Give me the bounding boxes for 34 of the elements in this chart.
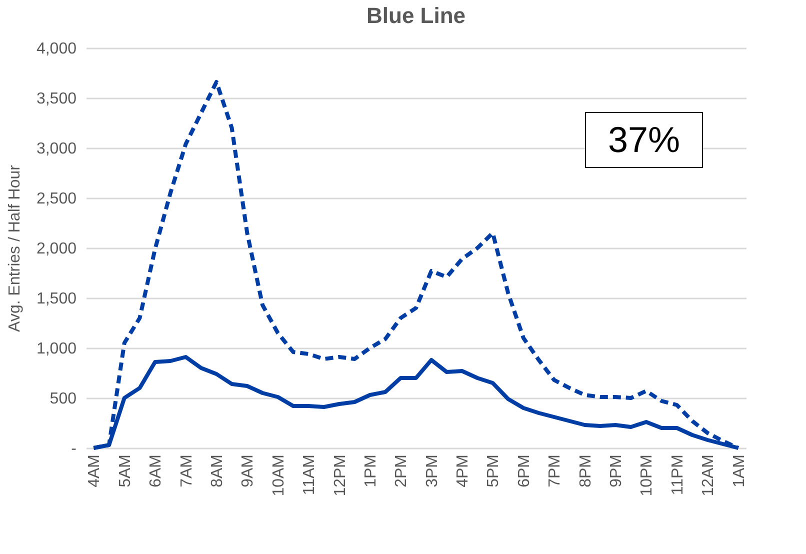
y-tick-label: 1,500 [36,290,77,308]
annotation: 37% [585,112,704,168]
x-tick-label: 9PM [608,454,626,488]
x-tick-label: 12PM [332,454,349,496]
y-tick-label: 1,000 [36,340,77,358]
x-tick-label: 4PM [454,454,472,488]
x-tick-label: 12AM [700,454,718,496]
y-tick-label: 2,500 [36,190,77,208]
x-tick-label: 6AM [148,454,165,488]
x-tick-label: 11PM [669,454,686,496]
x-tick-label: 2PM [393,454,410,488]
x-tick-label: 9AM [240,454,257,488]
x-tick-label: 10AM [270,454,288,496]
x-tick-label: 8PM [577,454,594,488]
y-tick-label: 3,500 [36,90,77,108]
x-tick-label: 5PM [485,454,502,488]
x-tick-label: 7PM [546,454,564,488]
y-tick-label: 2,000 [36,240,77,258]
x-tick-label: 1PM [362,454,380,488]
y-tick-label: 3,000 [36,140,77,158]
y-tick-label: - [71,440,76,458]
y-axis-title: Avg. Entries / Half Hour [6,164,24,332]
x-tick-label: 5AM [116,454,134,488]
x-tick-label: 4AM [86,454,104,488]
x-tick-label: 3PM [424,454,441,488]
x-tick-label: 8AM [208,454,226,488]
x-tick-label: 1AM [730,454,748,488]
chart-title: Blue Line [366,3,466,28]
y-tick-label: 500 [50,390,77,408]
x-tick-label: 6PM [516,454,533,488]
y-tick-label: 4,000 [36,40,77,58]
x-tick-label: 11AM [301,454,318,496]
x-tick-label: 10PM [638,454,656,496]
x-tick-label: 7AM [178,454,196,488]
